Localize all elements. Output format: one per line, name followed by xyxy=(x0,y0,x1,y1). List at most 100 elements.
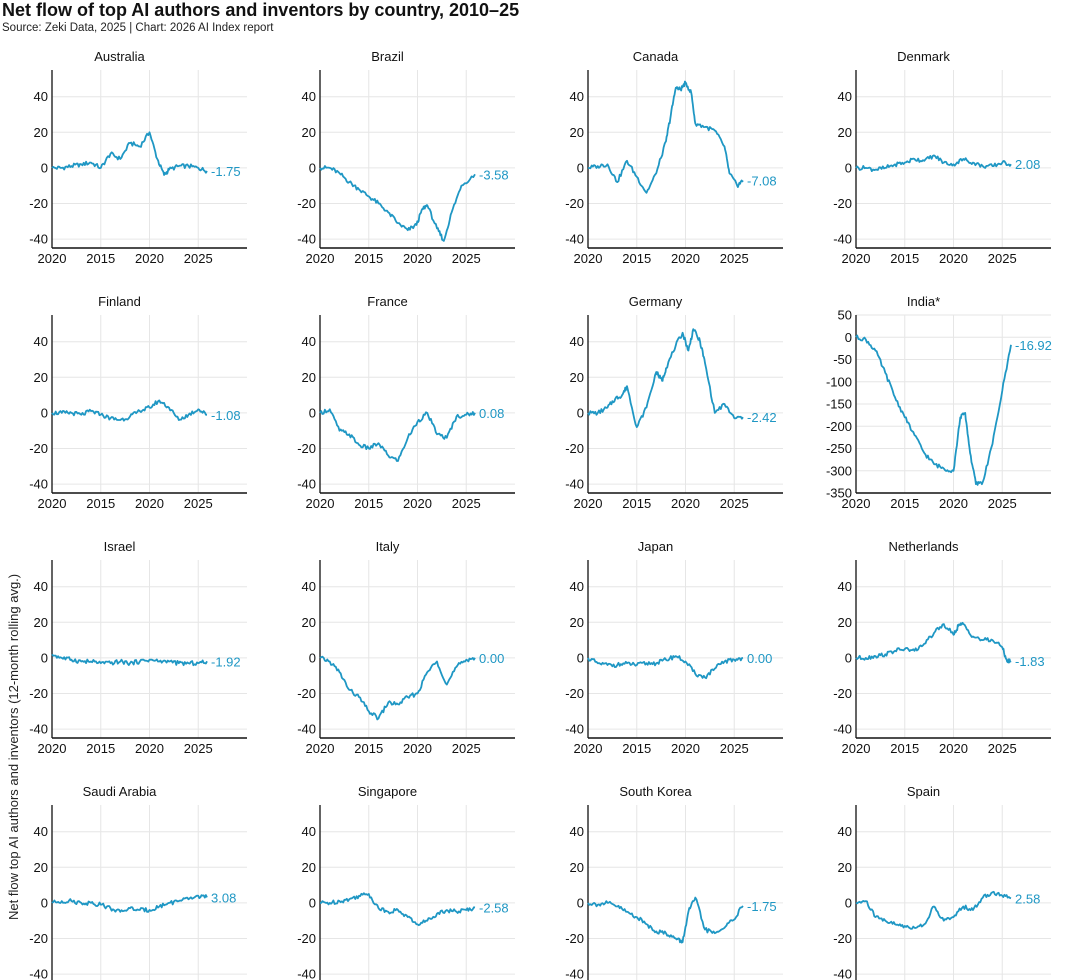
x-tick-label: 2020 xyxy=(574,251,603,266)
x-tick-label: 2020 xyxy=(842,741,871,756)
end-value-label: -2.42 xyxy=(747,410,777,425)
y-tick-label: -20 xyxy=(29,441,48,456)
end-value-label: -1.92 xyxy=(211,654,241,669)
end-value-label: -3.58 xyxy=(479,167,509,182)
y-tick-label: 20 xyxy=(34,615,48,630)
panel-japan: Japan 40 20 0 -20 -40 2020 2015 2020 2025 0.00 xyxy=(565,539,783,756)
end-value-label: 3.08 xyxy=(211,890,236,905)
x-tick-label: 2025 xyxy=(720,741,749,756)
y-tick-label: -100 xyxy=(826,374,852,389)
x-tick-label: 2020 xyxy=(671,741,700,756)
x-tick-label: 2020 xyxy=(574,741,603,756)
y-tick-label: -40 xyxy=(297,722,316,737)
series-line xyxy=(51,894,208,913)
x-tick-label: 2020 xyxy=(403,496,432,511)
y-tick-label: -200 xyxy=(826,419,852,434)
end-value-label: 2.58 xyxy=(1015,891,1040,906)
x-tick-label: 2020 xyxy=(306,741,335,756)
panel-saudi-arabia: Saudi Arabia40200-20-4020202015202020253… xyxy=(29,784,247,980)
panel-title: Canada xyxy=(633,49,679,64)
end-value-label: 0.00 xyxy=(747,651,772,666)
panel-denmark: Denmark 40 20 0 -20 -40 2020 2015 2020 2025 2.08 xyxy=(833,49,1051,266)
x-tick-label: 2015 xyxy=(86,251,115,266)
y-tick-label: 0 xyxy=(309,160,316,175)
y-tick-label: 20 xyxy=(302,615,316,630)
y-tick-label: 20 xyxy=(302,860,316,875)
y-tick-label: 0 xyxy=(577,650,584,665)
series-line xyxy=(855,621,1012,664)
y-tick-label: -350 xyxy=(826,486,852,501)
x-tick-label: 2025 xyxy=(184,496,213,511)
y-tick-label: 0 xyxy=(845,160,852,175)
panel-title: Brazil xyxy=(371,49,404,64)
y-tick-label: 20 xyxy=(34,125,48,140)
y-tick-label: 20 xyxy=(838,860,852,875)
x-tick-label: 2020 xyxy=(671,496,700,511)
series-line xyxy=(319,655,476,721)
y-tick-label: -40 xyxy=(565,477,584,492)
x-tick-label: 2015 xyxy=(890,496,919,511)
y-tick-label: 40 xyxy=(570,334,584,349)
x-tick-label: 2020 xyxy=(842,496,871,511)
panel-title: India* xyxy=(907,294,940,309)
y-tick-label: 40 xyxy=(838,579,852,594)
x-tick-label: 2020 xyxy=(842,251,871,266)
panel-title: Australia xyxy=(94,49,145,64)
y-tick-label: -40 xyxy=(565,967,584,980)
y-tick-label: 0 xyxy=(577,405,584,420)
y-tick-label: 20 xyxy=(570,370,584,385)
y-tick-label: -50 xyxy=(833,352,852,367)
y-tick-label: 20 xyxy=(570,125,584,140)
panel-germany: Germany 40 20 0 -20 -40 2020 2015 2020 2025 -2.42 xyxy=(565,294,783,511)
panel-title: Netherlands xyxy=(888,539,959,554)
y-tick-label: 40 xyxy=(302,89,316,104)
y-tick-label: 20 xyxy=(34,370,48,385)
x-tick-label: 2015 xyxy=(354,251,383,266)
y-tick-label: -20 xyxy=(565,441,584,456)
x-tick-label: 2020 xyxy=(135,741,164,756)
series-line xyxy=(855,334,1012,486)
x-tick-label: 2020 xyxy=(135,496,164,511)
y-tick-label: -20 xyxy=(565,931,584,946)
series-line xyxy=(51,653,208,667)
y-tick-label: -40 xyxy=(29,232,48,247)
x-tick-label: 2025 xyxy=(184,251,213,266)
y-tick-label: 20 xyxy=(570,615,584,630)
y-tick-label: 40 xyxy=(570,824,584,839)
panel-title: Saudi Arabia xyxy=(83,784,157,799)
series-line xyxy=(587,80,744,194)
x-tick-label: 2015 xyxy=(354,741,383,756)
x-tick-label: 2020 xyxy=(403,741,432,756)
panel-india: India*500-50-100-150-200-250-300-3502020… xyxy=(826,294,1052,511)
series-line xyxy=(51,131,208,176)
end-value-label: -1.83 xyxy=(1015,654,1045,669)
x-tick-label: 2015 xyxy=(86,741,115,756)
y-tick-label: -40 xyxy=(29,722,48,737)
y-tick-label: -40 xyxy=(297,477,316,492)
y-tick-label: 40 xyxy=(302,334,316,349)
panel-finland: Finland 40 20 0 -20 -40 2020 2015 2020 2025 -1.08 xyxy=(29,294,247,511)
panel-title: Singapore xyxy=(358,784,417,799)
series-line xyxy=(587,328,744,428)
x-tick-label: 2015 xyxy=(890,251,919,266)
y-tick-label: 50 xyxy=(838,308,852,323)
x-tick-label: 2020 xyxy=(135,251,164,266)
y-tick-label: -40 xyxy=(29,477,48,492)
y-tick-label: -20 xyxy=(565,686,584,701)
x-tick-label: 2025 xyxy=(452,496,481,511)
x-tick-label: 2020 xyxy=(939,496,968,511)
y-tick-label: -150 xyxy=(826,397,852,412)
y-tick-label: -40 xyxy=(833,232,852,247)
chart-title: Net flow of top AI authors and inventors… xyxy=(2,0,520,20)
panel-south-korea: South Korea40200-20-402020201520202025-1… xyxy=(565,784,783,980)
y-tick-label: -20 xyxy=(833,196,852,211)
y-tick-label: -20 xyxy=(297,441,316,456)
y-tick-label: 20 xyxy=(570,860,584,875)
y-tick-label: 0 xyxy=(41,405,48,420)
panel-title: France xyxy=(367,294,407,309)
panel-title: Denmark xyxy=(897,49,950,64)
y-tick-label: 40 xyxy=(34,89,48,104)
x-tick-label: 2025 xyxy=(988,496,1017,511)
y-tick-label: -300 xyxy=(826,463,852,478)
